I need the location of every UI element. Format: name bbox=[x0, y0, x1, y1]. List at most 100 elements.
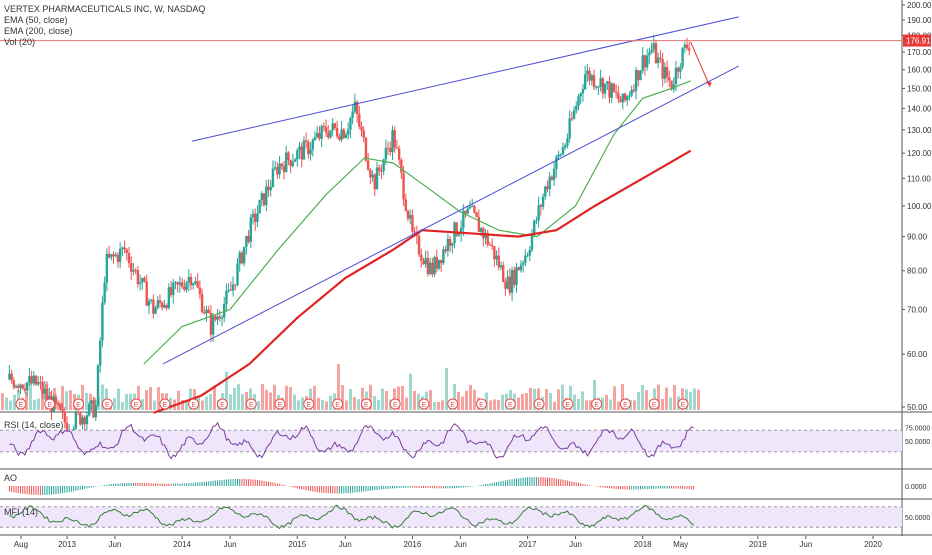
volume-bar bbox=[385, 391, 388, 410]
candle-body bbox=[260, 193, 264, 200]
candle bbox=[258, 199, 261, 214]
candle bbox=[544, 185, 547, 200]
volume-bar bbox=[561, 384, 564, 410]
earnings-marker bbox=[533, 398, 545, 410]
candle bbox=[335, 120, 339, 139]
volume-bar bbox=[517, 397, 520, 410]
candle bbox=[320, 124, 323, 147]
y-tick-label: 50.00 bbox=[907, 403, 928, 412]
candle-body bbox=[167, 287, 171, 309]
candle-body bbox=[508, 276, 512, 293]
candle-body bbox=[267, 186, 270, 191]
candle-body bbox=[404, 199, 407, 211]
candle-body bbox=[110, 254, 113, 258]
candle bbox=[265, 180, 268, 212]
x-tick-label: 2019 bbox=[749, 540, 767, 549]
x-tick-label: Jun bbox=[799, 540, 812, 549]
volume-bar bbox=[593, 379, 596, 410]
volume-bar bbox=[441, 400, 444, 410]
earnings-marker bbox=[562, 398, 574, 410]
candle-body bbox=[174, 282, 177, 284]
candle-body bbox=[132, 270, 135, 272]
candle bbox=[612, 82, 616, 93]
candle-body bbox=[391, 130, 394, 152]
candle bbox=[411, 209, 414, 237]
candle bbox=[471, 198, 474, 208]
volume-bar bbox=[205, 396, 208, 410]
candle bbox=[205, 305, 208, 322]
candle-body bbox=[355, 101, 359, 115]
candle bbox=[48, 387, 51, 400]
candle bbox=[362, 126, 365, 143]
x-tick-label: 2017 bbox=[519, 540, 537, 549]
earnings-marker bbox=[591, 398, 603, 410]
candle-body bbox=[30, 376, 33, 384]
volume-bar bbox=[157, 387, 160, 410]
candle bbox=[92, 396, 95, 419]
candle bbox=[634, 67, 638, 100]
candle bbox=[194, 276, 197, 286]
volume-bar bbox=[609, 399, 612, 410]
candle bbox=[254, 208, 257, 231]
candle bbox=[247, 230, 250, 244]
candle-body bbox=[123, 247, 126, 250]
candle bbox=[559, 153, 562, 158]
candle-body bbox=[685, 44, 689, 49]
x-tick-label: Jun bbox=[224, 540, 237, 549]
candle-body bbox=[446, 239, 450, 251]
candle bbox=[369, 167, 372, 185]
candle-body bbox=[479, 228, 483, 232]
candle bbox=[214, 314, 217, 322]
candle-body bbox=[641, 55, 644, 71]
candle bbox=[207, 305, 210, 314]
candle-body bbox=[17, 385, 20, 388]
candle bbox=[601, 76, 605, 99]
candle-body bbox=[400, 159, 403, 173]
candle-body bbox=[247, 235, 250, 242]
candle bbox=[21, 384, 24, 390]
candle-body bbox=[92, 400, 95, 418]
candle-body bbox=[130, 263, 133, 272]
x-tick-label: Aug bbox=[14, 540, 28, 549]
ao-histogram bbox=[8, 477, 695, 495]
candle-body bbox=[99, 340, 102, 366]
candle-body bbox=[125, 249, 128, 253]
candle-body bbox=[163, 305, 166, 308]
candle-body bbox=[178, 282, 182, 285]
candle bbox=[648, 47, 651, 65]
candle bbox=[639, 69, 642, 81]
y-tick-label: 120.00 bbox=[907, 149, 932, 158]
candle-body bbox=[451, 243, 454, 246]
earnings-marker bbox=[130, 398, 142, 410]
candle bbox=[134, 267, 137, 275]
candle-body bbox=[617, 92, 620, 100]
y-tick-label: 100.00 bbox=[907, 202, 932, 211]
candle bbox=[249, 214, 252, 249]
candle bbox=[211, 312, 215, 342]
candle bbox=[617, 86, 620, 103]
candle bbox=[650, 42, 653, 54]
candle bbox=[54, 394, 58, 410]
candle-body bbox=[597, 86, 600, 88]
candle bbox=[340, 121, 343, 143]
candle bbox=[267, 179, 270, 197]
candle-body bbox=[300, 146, 303, 160]
candle bbox=[309, 142, 312, 161]
candle-body bbox=[273, 167, 277, 169]
candle-body bbox=[39, 381, 42, 383]
candle bbox=[196, 273, 199, 289]
candle bbox=[555, 155, 558, 178]
ao-label: AO bbox=[4, 473, 18, 483]
candle-body bbox=[291, 161, 295, 167]
candle bbox=[17, 383, 20, 393]
candle bbox=[329, 130, 332, 139]
candle bbox=[209, 304, 213, 343]
candle-body bbox=[371, 174, 374, 178]
earnings-marker-label: E bbox=[393, 402, 398, 409]
candle bbox=[437, 259, 441, 271]
candle-body bbox=[546, 186, 549, 190]
candle-body bbox=[105, 253, 109, 283]
candle bbox=[101, 295, 104, 347]
